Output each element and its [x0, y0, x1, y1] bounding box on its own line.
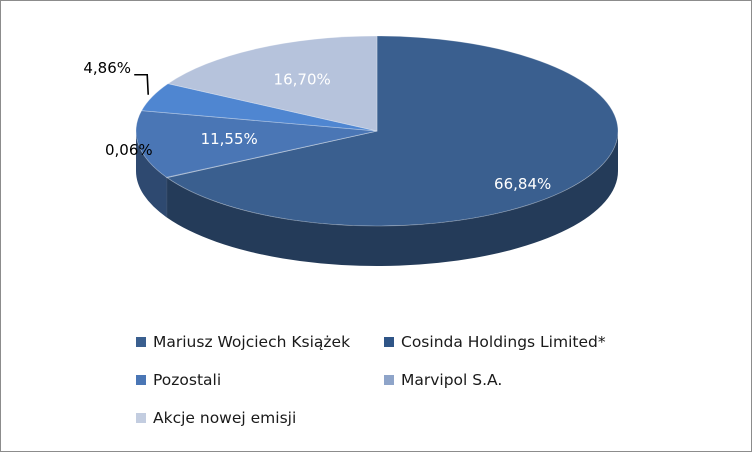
legend-label: Akcje nowej emisji: [153, 409, 296, 427]
legend-item-marvipol: Marvipol S.A.: [384, 371, 502, 389]
legend-item-pozostali: Pozostali: [136, 371, 221, 389]
data-label-3: 4,86%: [83, 59, 131, 77]
legend-item-mariusz: Mariusz Wojciech Książek: [136, 333, 350, 351]
legend-item-cosinda: Cosinda Holdings Limited*: [384, 333, 606, 351]
legend-swatch: [136, 413, 146, 423]
legend-swatch: [384, 337, 394, 347]
data-label-1: 0,06%: [105, 141, 153, 159]
legend-label: Marvipol S.A.: [401, 371, 502, 389]
legend-swatch: [384, 375, 394, 385]
legend-item-akcje: Akcje nowej emisji: [136, 409, 296, 427]
legend-label: Cosinda Holdings Limited*: [401, 333, 606, 351]
legend-label: Pozostali: [153, 371, 221, 389]
data-label-4: 16,70%: [274, 71, 331, 89]
legend-label: Mariusz Wojciech Książek: [153, 333, 350, 351]
data-label-2: 11,55%: [201, 130, 258, 148]
legend-swatch: [136, 375, 146, 385]
leader-line-3: [134, 75, 148, 95]
legend-swatch: [136, 337, 146, 347]
data-label-0: 66,84%: [494, 175, 551, 193]
